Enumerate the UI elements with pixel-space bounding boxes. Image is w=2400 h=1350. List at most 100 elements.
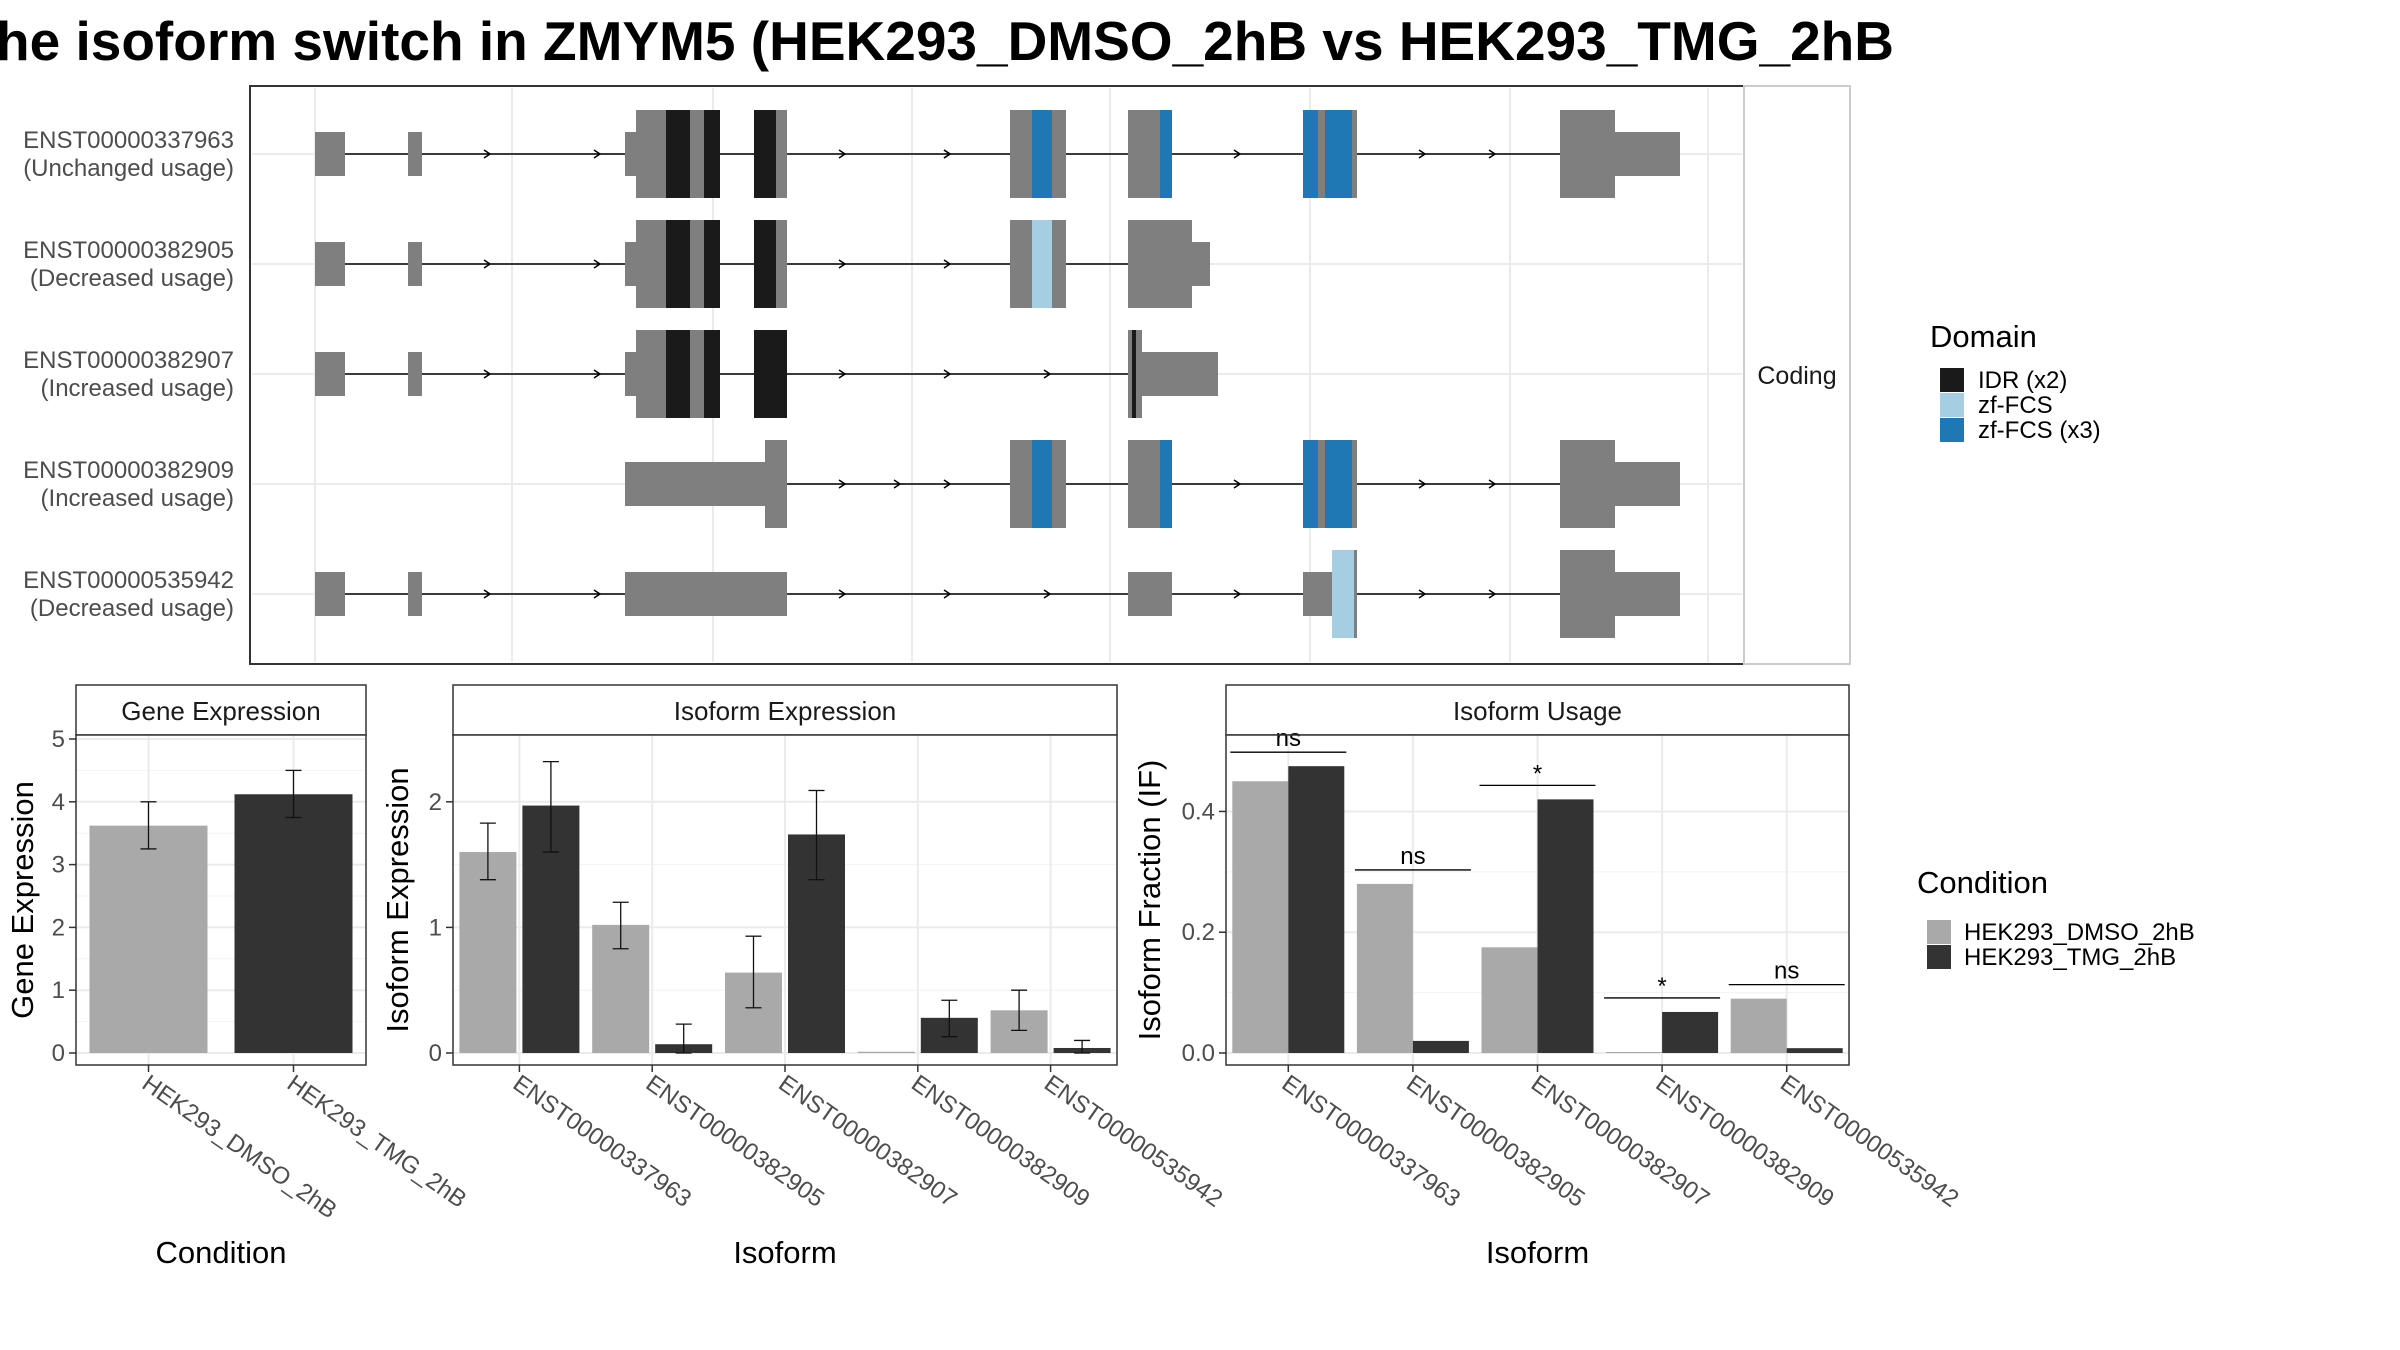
exon-block [1128, 440, 1160, 528]
exon-block [1052, 110, 1066, 198]
exon-block [625, 352, 636, 396]
bar [1537, 799, 1594, 1053]
y-tick-label: 3 [52, 852, 65, 879]
strand-arrow [1488, 589, 1497, 599]
exon-block [1010, 440, 1032, 528]
domain-legend-label: zf-FCS [1978, 392, 2053, 419]
exon-block [765, 440, 787, 528]
transcript-id-label: ENST00000382907 [23, 347, 234, 374]
transcript-id-label: ENST00000382909 [23, 457, 234, 484]
y-tick-label: 0.0 [1182, 1040, 1215, 1067]
y-tick-label: 2 [429, 789, 442, 816]
y-axis-title: Isoform Fraction (IF) [1132, 760, 1167, 1041]
exon-block [408, 572, 422, 616]
y-tick-label: 0.2 [1182, 919, 1215, 946]
strand-arrow [1233, 589, 1242, 599]
exon-block [776, 110, 787, 198]
exon-block [315, 352, 345, 396]
panel-strip [75, 684, 367, 736]
y-tick-label: 0 [429, 1040, 442, 1067]
strand-arrow [1488, 479, 1497, 489]
exon-block [1010, 110, 1032, 198]
exon-block [1352, 440, 1357, 528]
transcript-usage-label: (Decreased usage) [30, 265, 234, 292]
transcript-row [315, 330, 1218, 418]
condition-legend-key [1927, 945, 1951, 969]
exon-block [1128, 110, 1160, 198]
exon-block [1318, 110, 1325, 198]
exon-block [690, 110, 704, 198]
bar [1730, 998, 1787, 1053]
domain-legend-key [1940, 368, 1964, 392]
x-axis-title: Isoform [733, 1235, 836, 1270]
strand-arrow [1233, 479, 1242, 489]
exon-block [625, 132, 636, 176]
strand-arrow [483, 589, 492, 599]
figure-title: he isoform switch in ZMYM5 (HEK293_DMSO_… [0, 10, 1894, 72]
exon-block [1325, 110, 1352, 198]
bar [1662, 1011, 1719, 1053]
strand-arrow [483, 369, 492, 379]
transcript-usage-label: (Increased usage) [41, 375, 234, 402]
strand-arrow [1418, 149, 1427, 159]
exon-block [1032, 440, 1052, 528]
significance-label: * [1533, 760, 1542, 787]
exon-block [666, 220, 690, 308]
strand-arrow [483, 259, 492, 269]
strand-arrow [1233, 149, 1242, 159]
significance-label: ns [1276, 725, 1301, 752]
coding-strip [1743, 85, 1851, 665]
exon-block [408, 242, 422, 286]
significance-label: ns [1774, 958, 1799, 985]
exon-block [754, 110, 776, 198]
exon-block [1318, 440, 1325, 528]
strand-arrow [893, 479, 902, 489]
transcript-row [315, 550, 1680, 638]
bar [1356, 883, 1413, 1053]
transcript-id-label: ENST00000382905 [23, 237, 234, 264]
transcript-structure-panel: ENST00000337963(Unchanged usage) ENST0000… [23, 85, 1851, 665]
transcript-row [625, 440, 1680, 528]
x-axis-title: Condition [156, 1235, 287, 1270]
y-tick-label: 5 [52, 726, 65, 753]
exon-block [315, 242, 345, 286]
exon-block [408, 132, 422, 176]
domain-legend-title: Domain [1930, 319, 2037, 354]
exon-block [315, 572, 345, 616]
exon-block [690, 220, 704, 308]
y-tick-label: 0 [52, 1040, 65, 1067]
exon-block [1560, 550, 1615, 638]
panel-strip-title: Isoform Usage [1453, 696, 1622, 726]
exon-block [1615, 132, 1680, 176]
strand-arrow [943, 589, 952, 599]
strand-arrow [838, 259, 847, 269]
exon-block [754, 220, 776, 308]
exon-block [704, 220, 720, 308]
strand-arrow [943, 479, 952, 489]
exon-block [1032, 110, 1052, 198]
bar [89, 825, 208, 1053]
exon-block [776, 220, 787, 308]
plot-frame [1225, 734, 1850, 1066]
exon-block [625, 242, 636, 286]
exon-block [636, 110, 666, 198]
strand-arrow [943, 369, 952, 379]
strand-arrow [943, 149, 952, 159]
strand-arrow [483, 149, 492, 159]
exon-block [754, 330, 787, 418]
condition-legend-title: Condition [1917, 865, 2048, 900]
exon-block [636, 220, 666, 308]
significance-label: * [1657, 973, 1666, 1000]
panel-strip [452, 684, 1118, 736]
condition-legend-label: HEK293_DMSO_2hB [1964, 919, 2195, 946]
strand-arrow [593, 589, 602, 599]
strand-arrow [593, 259, 602, 269]
y-axis-title: Gene Expression [5, 781, 40, 1019]
strand-arrow [593, 369, 602, 379]
isoform-usage-panel: Isoform Usage0.00.20.4nsENST00000337963n… [1132, 684, 1963, 1270]
bar [1412, 1040, 1469, 1053]
x-axis-title: Isoform [1486, 1235, 1589, 1270]
strand-arrow [1043, 369, 1052, 379]
exon-block [1160, 110, 1172, 198]
exon-block [1160, 440, 1172, 528]
